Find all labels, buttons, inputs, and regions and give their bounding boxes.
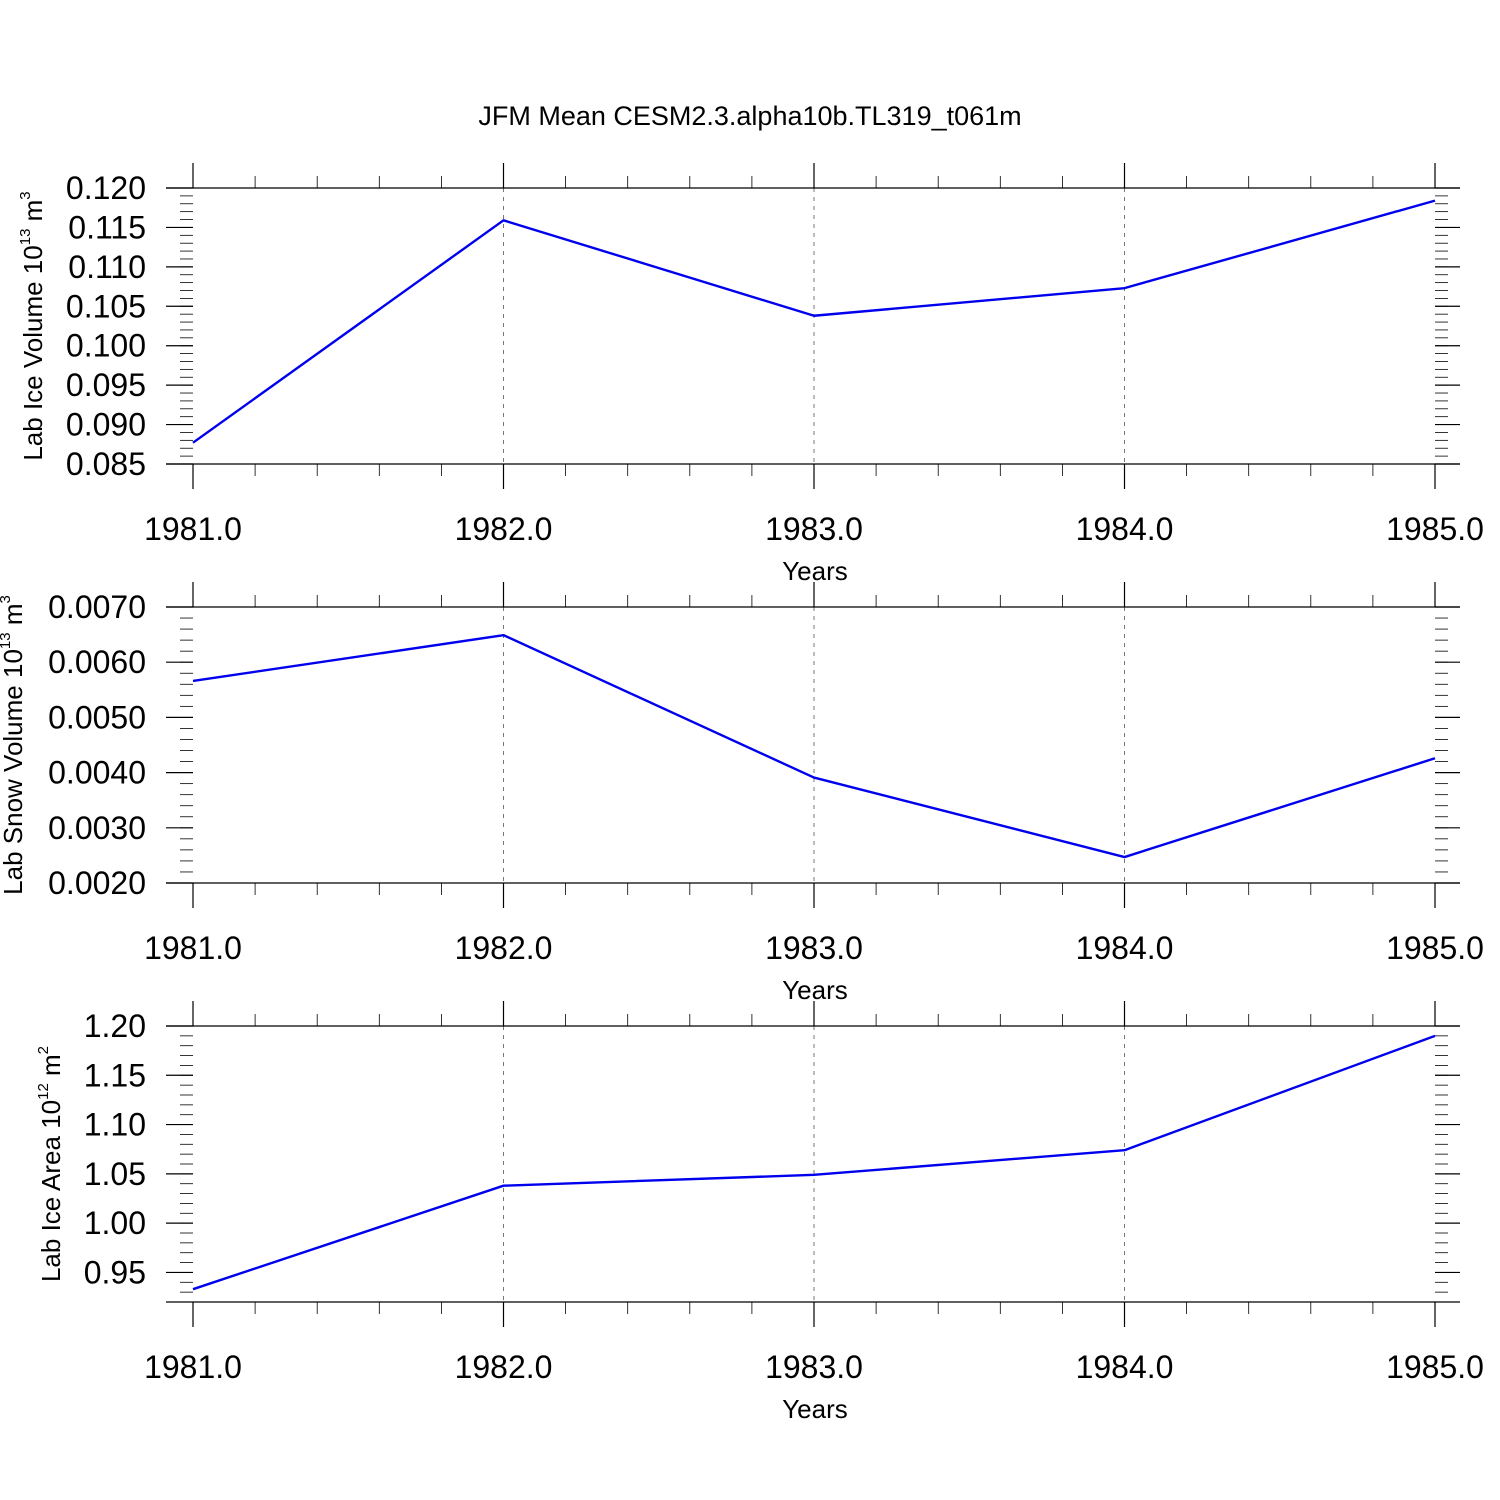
- x-tick-label: 1981.0: [144, 930, 242, 966]
- x-axis-label: Years: [782, 556, 848, 586]
- x-tick-label: 1984.0: [1076, 930, 1174, 966]
- x-tick-label: 1982.0: [455, 1349, 553, 1385]
- y-tick-label: 0.110: [68, 249, 146, 285]
- x-tick-label: 1981.0: [144, 511, 242, 547]
- y-tick-label: 0.0020: [48, 865, 146, 901]
- series-line: [192, 199, 1436, 444]
- y-tick-label: 1.10: [84, 1107, 146, 1143]
- y-axis-label: Lab Ice Area 1012 m2: [35, 1046, 66, 1282]
- x-axis-label: Years: [782, 1394, 848, 1424]
- y-tick-label: 0.095: [66, 367, 146, 403]
- y-axis-label: Lab Snow Volume 1013 m3: [0, 595, 28, 895]
- y-tick-label: 0.0060: [48, 644, 146, 680]
- y-tick-label: 1.15: [84, 1057, 146, 1093]
- y-axis-label: Lab Ice Volume 1013 m3: [17, 191, 48, 460]
- x-tick-label: 1981.0: [144, 1349, 242, 1385]
- panel-3: 0.95 1.00 1.05 1.10 1.15 1.20 1981.0 1982.0 1983…: [35, 1001, 1484, 1424]
- y-tick-label: 0.0040: [48, 755, 146, 791]
- y-tick-label: 0.0070: [48, 589, 146, 625]
- x-tick-label: 1985.0: [1386, 930, 1484, 966]
- y-tick-label: 0.105: [66, 288, 146, 324]
- y-tick-label: 0.0030: [48, 810, 146, 846]
- x-tick-label: 1983.0: [765, 511, 863, 547]
- x-tick-label: 1985.0: [1386, 511, 1484, 547]
- y-tick-label: 0.085: [66, 446, 146, 482]
- x-tick-label: 1983.0: [765, 1349, 863, 1385]
- y-tick-label: 1.20: [84, 1008, 146, 1044]
- x-tick-label: 1982.0: [455, 930, 553, 966]
- panel-2: 0.0020 0.0030 0.0040 0.0050 0.0060 0.0070 1981…: [0, 582, 1484, 1005]
- x-tick-label: 1983.0: [765, 930, 863, 966]
- x-tick-label: 1984.0: [1076, 1349, 1174, 1385]
- y-tick-label: 1.00: [84, 1205, 146, 1241]
- chart-title: JFM Mean CESM2.3.alpha10b.TL319_t061m: [478, 101, 1021, 131]
- y-tick-label: 0.95: [84, 1254, 146, 1290]
- y-tick-label: 0.0050: [48, 699, 146, 735]
- x-tick-label: 1982.0: [455, 511, 553, 547]
- y-tick-label: 0.120: [66, 170, 146, 206]
- x-axis-label: Years: [782, 975, 848, 1005]
- series-line: [192, 1034, 1436, 1291]
- y-tick-label: 0.100: [66, 328, 146, 364]
- series-line: [192, 633, 1436, 859]
- y-tick-label: 0.115: [68, 209, 146, 245]
- x-tick-label: 1985.0: [1386, 1349, 1484, 1385]
- x-tick-label: 1984.0: [1076, 511, 1174, 547]
- y-tick-label: 1.05: [84, 1156, 146, 1192]
- y-tick-label: 0.090: [66, 407, 146, 443]
